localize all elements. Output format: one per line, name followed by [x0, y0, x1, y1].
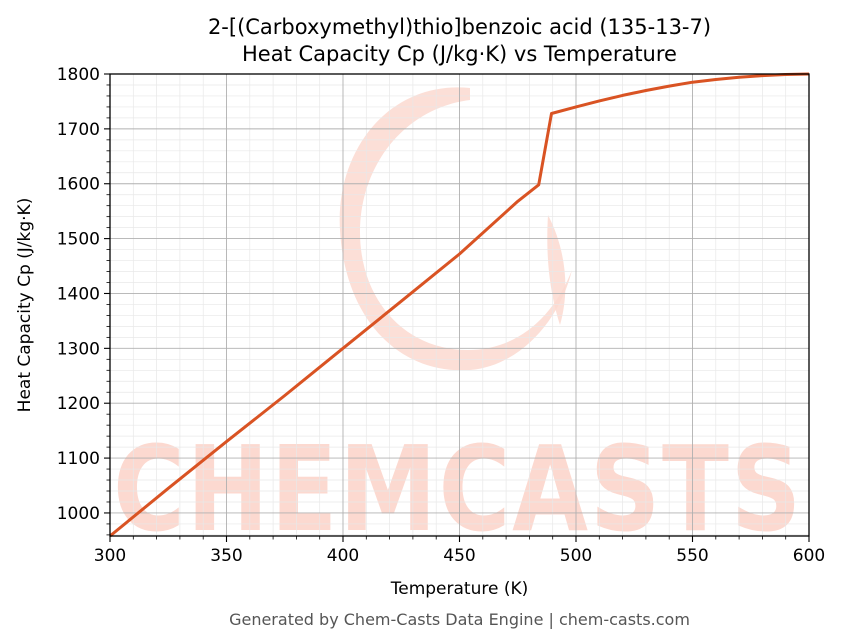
y-tick-label: 1200 — [57, 394, 100, 414]
x-tick-label: 550 — [676, 546, 708, 566]
x-tick-label: 450 — [443, 546, 475, 566]
watermark-logo-hook — [547, 215, 566, 325]
y-tick-label: 1500 — [57, 230, 100, 250]
y-axis: 1000 1100 1200 1300 1400 1500 1600 1700 1800 — [57, 65, 110, 536]
watermark-logo-swirl — [339, 87, 572, 371]
y-tick-label: 1400 — [57, 284, 100, 304]
x-tick-label: 350 — [210, 546, 242, 566]
y-tick-label: 1300 — [57, 339, 100, 359]
y-tick-label: 1600 — [57, 175, 100, 195]
footer-credit: Generated by Chem-Casts Data Engine | ch… — [229, 610, 690, 629]
x-axis: 300 350 400 450 500 550 600 — [94, 536, 825, 566]
y-tick-label: 1800 — [57, 65, 100, 85]
chart-title-line1: 2-[(Carboxymethyl)thio]benzoic acid (135… — [208, 15, 711, 39]
watermark-text: CHEMCASTS — [113, 420, 803, 558]
y-tick-label: 1000 — [57, 504, 100, 524]
x-tick-label: 600 — [793, 546, 825, 566]
x-tick-label: 400 — [327, 546, 359, 566]
heat-capacity-line — [109, 72, 810, 538]
watermark: CHEMCASTS — [113, 87, 803, 558]
x-tick-label: 300 — [94, 546, 126, 566]
x-tick-label: 500 — [560, 546, 592, 566]
y-axis-label: Heat Capacity Cp (J/kg·K) — [15, 198, 35, 413]
y-tick-label: 1700 — [57, 120, 100, 140]
y-tick-label: 1100 — [57, 449, 100, 469]
chart-title-line2: Heat Capacity Cp (J/kg·K) vs Temperature — [242, 42, 677, 66]
x-axis-label: Temperature (K) — [390, 579, 529, 599]
